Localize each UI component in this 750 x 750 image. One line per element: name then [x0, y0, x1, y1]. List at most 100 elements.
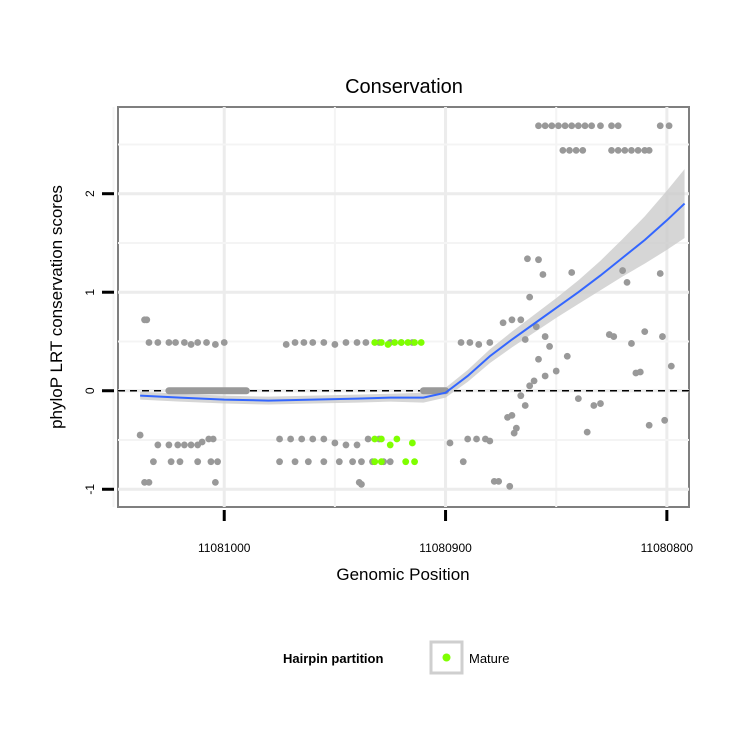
other-point: [495, 477, 503, 485]
other-point: [320, 435, 328, 443]
mature-point: [397, 339, 405, 346]
other-point: [614, 122, 622, 130]
other-point: [521, 336, 529, 343]
other-point: [619, 267, 627, 274]
other-point: [590, 402, 598, 409]
other-point: [154, 339, 162, 346]
other-point: [667, 362, 675, 370]
other-point: [282, 341, 290, 348]
other-point: [150, 458, 157, 466]
legend-label-mature: Mature: [469, 651, 509, 666]
other-point: [539, 271, 547, 278]
other-point: [187, 441, 195, 449]
other-point: [362, 339, 370, 346]
other-point: [342, 441, 350, 449]
smooth-curve: [140, 202, 686, 402]
other-point: [358, 480, 365, 488]
other-point: [180, 441, 188, 449]
other-point: [309, 435, 317, 443]
legend-key-box: [429, 640, 464, 675]
y-axis-title: phyloP LRT conservation scores: [47, 185, 66, 429]
other-point: [628, 146, 635, 154]
other-point: [353, 441, 361, 449]
other-point: [320, 458, 328, 466]
axes: 11081000 11080900 11080800 -1 0 1 2: [83, 190, 693, 555]
other-point: [466, 339, 474, 346]
other-point: [597, 400, 604, 407]
other-point: [588, 122, 596, 130]
other-point: [446, 439, 454, 447]
legend: Hairpin partition Mature: [283, 640, 509, 675]
other-point: [304, 458, 312, 466]
other-point: [563, 352, 571, 360]
mature-point: [386, 441, 394, 449]
other-point: [165, 441, 173, 449]
other-point: [194, 458, 202, 466]
mature-point: [411, 339, 418, 346]
other-point: [198, 438, 206, 446]
mature-point: [371, 435, 379, 443]
mature-point: [404, 339, 412, 346]
other-point: [353, 339, 361, 346]
y-tick-label: -1: [83, 484, 97, 495]
other-point: [524, 255, 531, 263]
other-point: [331, 341, 339, 348]
other-point: [165, 339, 173, 346]
other-point: [555, 122, 562, 130]
other-point: [358, 458, 365, 466]
x-axis-title: Genomic Position: [336, 565, 469, 584]
other-point: [298, 435, 306, 443]
other-point: [521, 402, 529, 409]
other-point: [300, 339, 308, 346]
other-point: [628, 340, 635, 347]
other-point: [211, 341, 219, 348]
other-point: [645, 421, 653, 429]
other-point: [621, 146, 629, 154]
other-point: [541, 333, 549, 340]
smooth-line: [140, 202, 686, 402]
other-point: [349, 458, 356, 466]
chart-title: Conservation: [345, 76, 463, 98]
y-tick-label: 1: [83, 289, 97, 296]
other-point: [180, 339, 188, 346]
other-point: [194, 339, 202, 346]
other-point: [517, 316, 525, 324]
other-point: [656, 122, 664, 130]
other-point: [548, 122, 556, 130]
other-point: [187, 341, 195, 348]
other-point: [506, 482, 514, 490]
other-point: [546, 343, 553, 350]
other-point: [207, 458, 215, 466]
other-point: [508, 316, 516, 324]
other-point: [572, 146, 580, 154]
other-point: [499, 319, 507, 327]
legend-title: Hairpin partition: [283, 651, 383, 666]
x-tick-label: 11080900: [419, 541, 472, 555]
other-point: [276, 458, 283, 466]
other-point: [176, 458, 184, 466]
other-point: [661, 416, 669, 424]
other-point: [574, 122, 582, 130]
mature-point: [377, 458, 385, 466]
other-point: [541, 372, 549, 380]
mature-point: [377, 339, 385, 346]
x-tick-label: 11081000: [198, 541, 251, 555]
other-point: [608, 146, 615, 154]
other-point: [211, 478, 219, 486]
y-tick-label: 0: [83, 387, 97, 394]
confidence-ribbon: [140, 169, 685, 405]
other-point: [526, 293, 534, 301]
other-point: [579, 146, 587, 154]
other-point: [145, 478, 153, 486]
other-point: [636, 368, 644, 376]
mature-point: [417, 339, 425, 346]
other-point: [614, 146, 622, 154]
other-point: [610, 333, 618, 340]
mature-point: [411, 458, 418, 466]
other-point: [342, 339, 350, 346]
other-point: [475, 341, 483, 348]
mature-point: [371, 339, 379, 346]
other-point: [331, 439, 339, 447]
other-point: [608, 122, 615, 130]
